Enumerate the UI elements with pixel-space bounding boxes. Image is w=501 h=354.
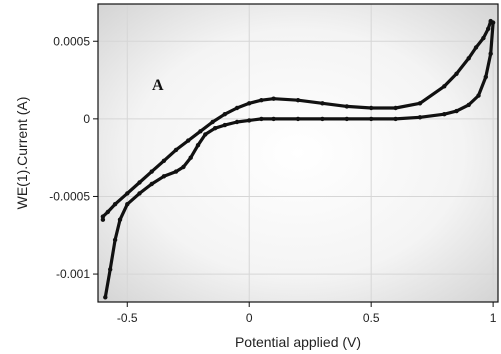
data-point <box>181 164 186 170</box>
data-point <box>103 295 108 300</box>
data-point <box>344 104 349 109</box>
data-point <box>112 202 118 207</box>
data-point <box>442 112 447 117</box>
data-point <box>125 191 130 196</box>
y-axis-title: WE(1).Current (A) <box>14 97 30 210</box>
data-point <box>369 105 374 111</box>
data-point <box>481 35 486 41</box>
x-tick-label: 0.5 <box>363 311 380 325</box>
data-point <box>393 105 398 111</box>
data-point <box>488 51 493 56</box>
data-point <box>112 237 118 243</box>
data-point <box>466 102 471 108</box>
data-point <box>212 126 218 131</box>
data-point <box>137 180 142 185</box>
plot-frame <box>97 3 499 303</box>
y-tick-label: -0.0005 <box>49 189 90 203</box>
data-point <box>186 138 191 143</box>
data-point <box>247 101 252 106</box>
data-point <box>454 108 459 114</box>
data-point <box>320 101 325 106</box>
data-point <box>149 169 154 174</box>
data-point <box>188 155 193 160</box>
data-point <box>173 147 179 153</box>
data-point <box>210 119 215 125</box>
data-point <box>234 105 240 111</box>
data-point <box>100 214 106 219</box>
data-point <box>125 202 130 207</box>
data-point <box>417 101 423 106</box>
data-point <box>369 116 374 122</box>
data-point <box>137 191 142 196</box>
data-point <box>473 45 479 50</box>
data-point <box>483 74 488 80</box>
data-point <box>393 116 398 122</box>
series-line <box>101 19 495 299</box>
x-tick-label: 1 <box>490 311 497 325</box>
data-point <box>271 96 276 101</box>
data-point <box>117 217 123 222</box>
x-tick-label: -0.5 <box>117 311 138 325</box>
series-group <box>100 18 496 300</box>
y-tick-label: 0 <box>83 112 90 126</box>
data-point <box>466 56 471 61</box>
data-point <box>476 93 481 98</box>
plot-area <box>98 4 498 302</box>
y-tick-label: -0.001 <box>56 267 90 281</box>
data-point <box>108 267 113 272</box>
data-point <box>259 116 264 122</box>
data-point <box>173 169 179 174</box>
data-point <box>320 116 325 122</box>
y-axis-ticks: 0.0005 0 -0.0005 -0.001 <box>49 34 98 281</box>
data-point <box>222 112 227 117</box>
data-point <box>442 84 447 89</box>
data-point <box>344 116 349 122</box>
data-point <box>195 143 201 148</box>
y-tick-label: 0.0005 <box>53 34 90 48</box>
data-point <box>222 122 227 128</box>
x-axis-ticks: -0.5 0 0.5 1 <box>117 302 497 325</box>
data-point <box>271 116 276 122</box>
data-point <box>203 132 208 137</box>
data-point <box>295 98 301 103</box>
data-point <box>417 115 423 120</box>
data-point <box>234 119 240 125</box>
data-point <box>100 217 106 222</box>
data-point <box>247 118 252 123</box>
data-point <box>161 174 167 179</box>
data-point <box>486 26 491 31</box>
data-point <box>454 71 459 77</box>
data-point <box>295 116 301 122</box>
data-point <box>488 18 493 24</box>
x-tick-label: 0 <box>246 311 253 325</box>
data-point <box>161 158 167 163</box>
x-axis-title: Potential applied (V) <box>235 334 361 350</box>
data-point <box>198 129 203 134</box>
data-point <box>105 209 111 215</box>
panel-label: A <box>152 77 164 94</box>
data-point <box>259 98 264 103</box>
data-point <box>149 181 154 187</box>
